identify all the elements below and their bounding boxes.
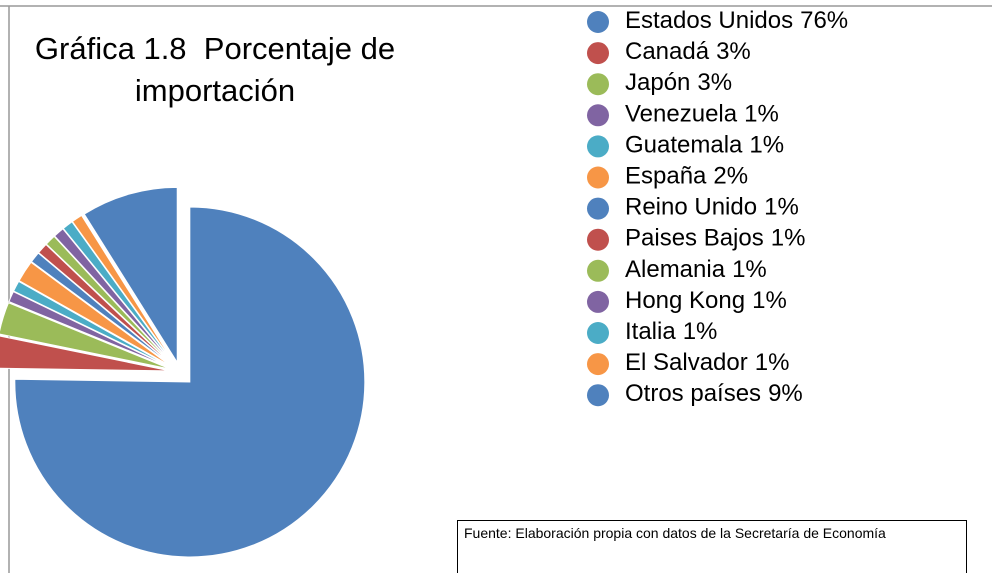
legend-label: Alemania 1% xyxy=(625,256,767,283)
legend-marker xyxy=(587,259,609,282)
pie-slice xyxy=(71,214,175,364)
legend-name: Japón xyxy=(625,70,690,97)
legend-value: 1% xyxy=(744,101,779,128)
legend-name: Paises Bajos xyxy=(625,225,764,252)
legend-marker xyxy=(587,73,609,96)
legend-marker xyxy=(587,353,609,376)
legend-value: 1% xyxy=(683,318,718,345)
legend-label: Guatemala 1% xyxy=(625,132,784,159)
legend-marker xyxy=(587,197,609,220)
legend-name: El Salvador xyxy=(625,349,748,376)
legend-value: 3% xyxy=(716,38,751,65)
legend-value: 9% xyxy=(768,381,803,408)
legend-name: Reino Unido xyxy=(625,194,757,221)
legend-label: Italia 1% xyxy=(625,318,717,345)
legend-value: 1% xyxy=(764,194,799,221)
source-note: Fuente: Elaboración propia con datos de … xyxy=(457,520,967,573)
pie-slice xyxy=(83,186,178,365)
legend-value: 1% xyxy=(755,349,790,376)
legend-value: 1% xyxy=(752,287,787,314)
legend-name: Italia xyxy=(625,318,676,345)
legend-label: Japón 3% xyxy=(625,70,732,97)
legend-marker xyxy=(587,384,609,407)
legend-label: Paises Bajos 1% xyxy=(625,225,805,252)
legend-name: Guatemala xyxy=(625,132,743,159)
legend-name: Venezuela xyxy=(625,101,738,128)
legend-marker xyxy=(587,228,609,251)
pie-slice xyxy=(30,252,173,367)
legend-name: Hong Kong xyxy=(625,287,745,314)
pie-slice xyxy=(12,280,172,368)
legend-value: 2% xyxy=(713,163,748,190)
legend-label: España 2% xyxy=(625,163,748,190)
legend-name: Alemania xyxy=(625,256,726,283)
legend-label: Venezuela 1% xyxy=(625,101,779,128)
legend-marker xyxy=(587,322,609,344)
legend-value: 76% xyxy=(800,7,848,34)
legend-label: Canadá 3% xyxy=(625,38,751,65)
legend-value: 1% xyxy=(771,225,806,252)
legend-value: 1% xyxy=(749,132,784,159)
legend-label: Reino Unido 1% xyxy=(625,194,799,221)
legend-name: Estados Unidos xyxy=(625,7,793,34)
legend-name: Otros países xyxy=(625,381,761,408)
legend-label: Otros países 9% xyxy=(625,381,803,408)
legend-label: El Salvador 1% xyxy=(625,349,789,376)
legend-value: 1% xyxy=(732,256,767,283)
legend-marker xyxy=(587,42,609,65)
legend-marker xyxy=(587,11,609,33)
legend-value: 3% xyxy=(697,70,732,97)
pie-slice xyxy=(37,243,173,366)
legend-marker xyxy=(587,104,609,127)
legend-name: España xyxy=(625,163,707,190)
legend-marker xyxy=(587,135,609,158)
legend-marker xyxy=(587,290,609,313)
pie-slice xyxy=(8,290,172,369)
pie-slice xyxy=(14,206,366,558)
pie-slice xyxy=(0,335,171,372)
legend-label: Estados Unidos 76% xyxy=(625,7,848,34)
legend-name: Canadá xyxy=(625,38,710,65)
legend-label: Hong Kong 1% xyxy=(625,287,787,314)
pie-slice xyxy=(0,302,171,370)
legend-marker xyxy=(587,166,609,189)
pie-slice xyxy=(62,221,175,365)
pie-slice xyxy=(53,228,174,365)
pie-slice xyxy=(18,261,172,367)
pie-slice xyxy=(45,235,174,366)
chart-title: Gráfica 1.8 Porcentaje de importación xyxy=(34,31,404,108)
